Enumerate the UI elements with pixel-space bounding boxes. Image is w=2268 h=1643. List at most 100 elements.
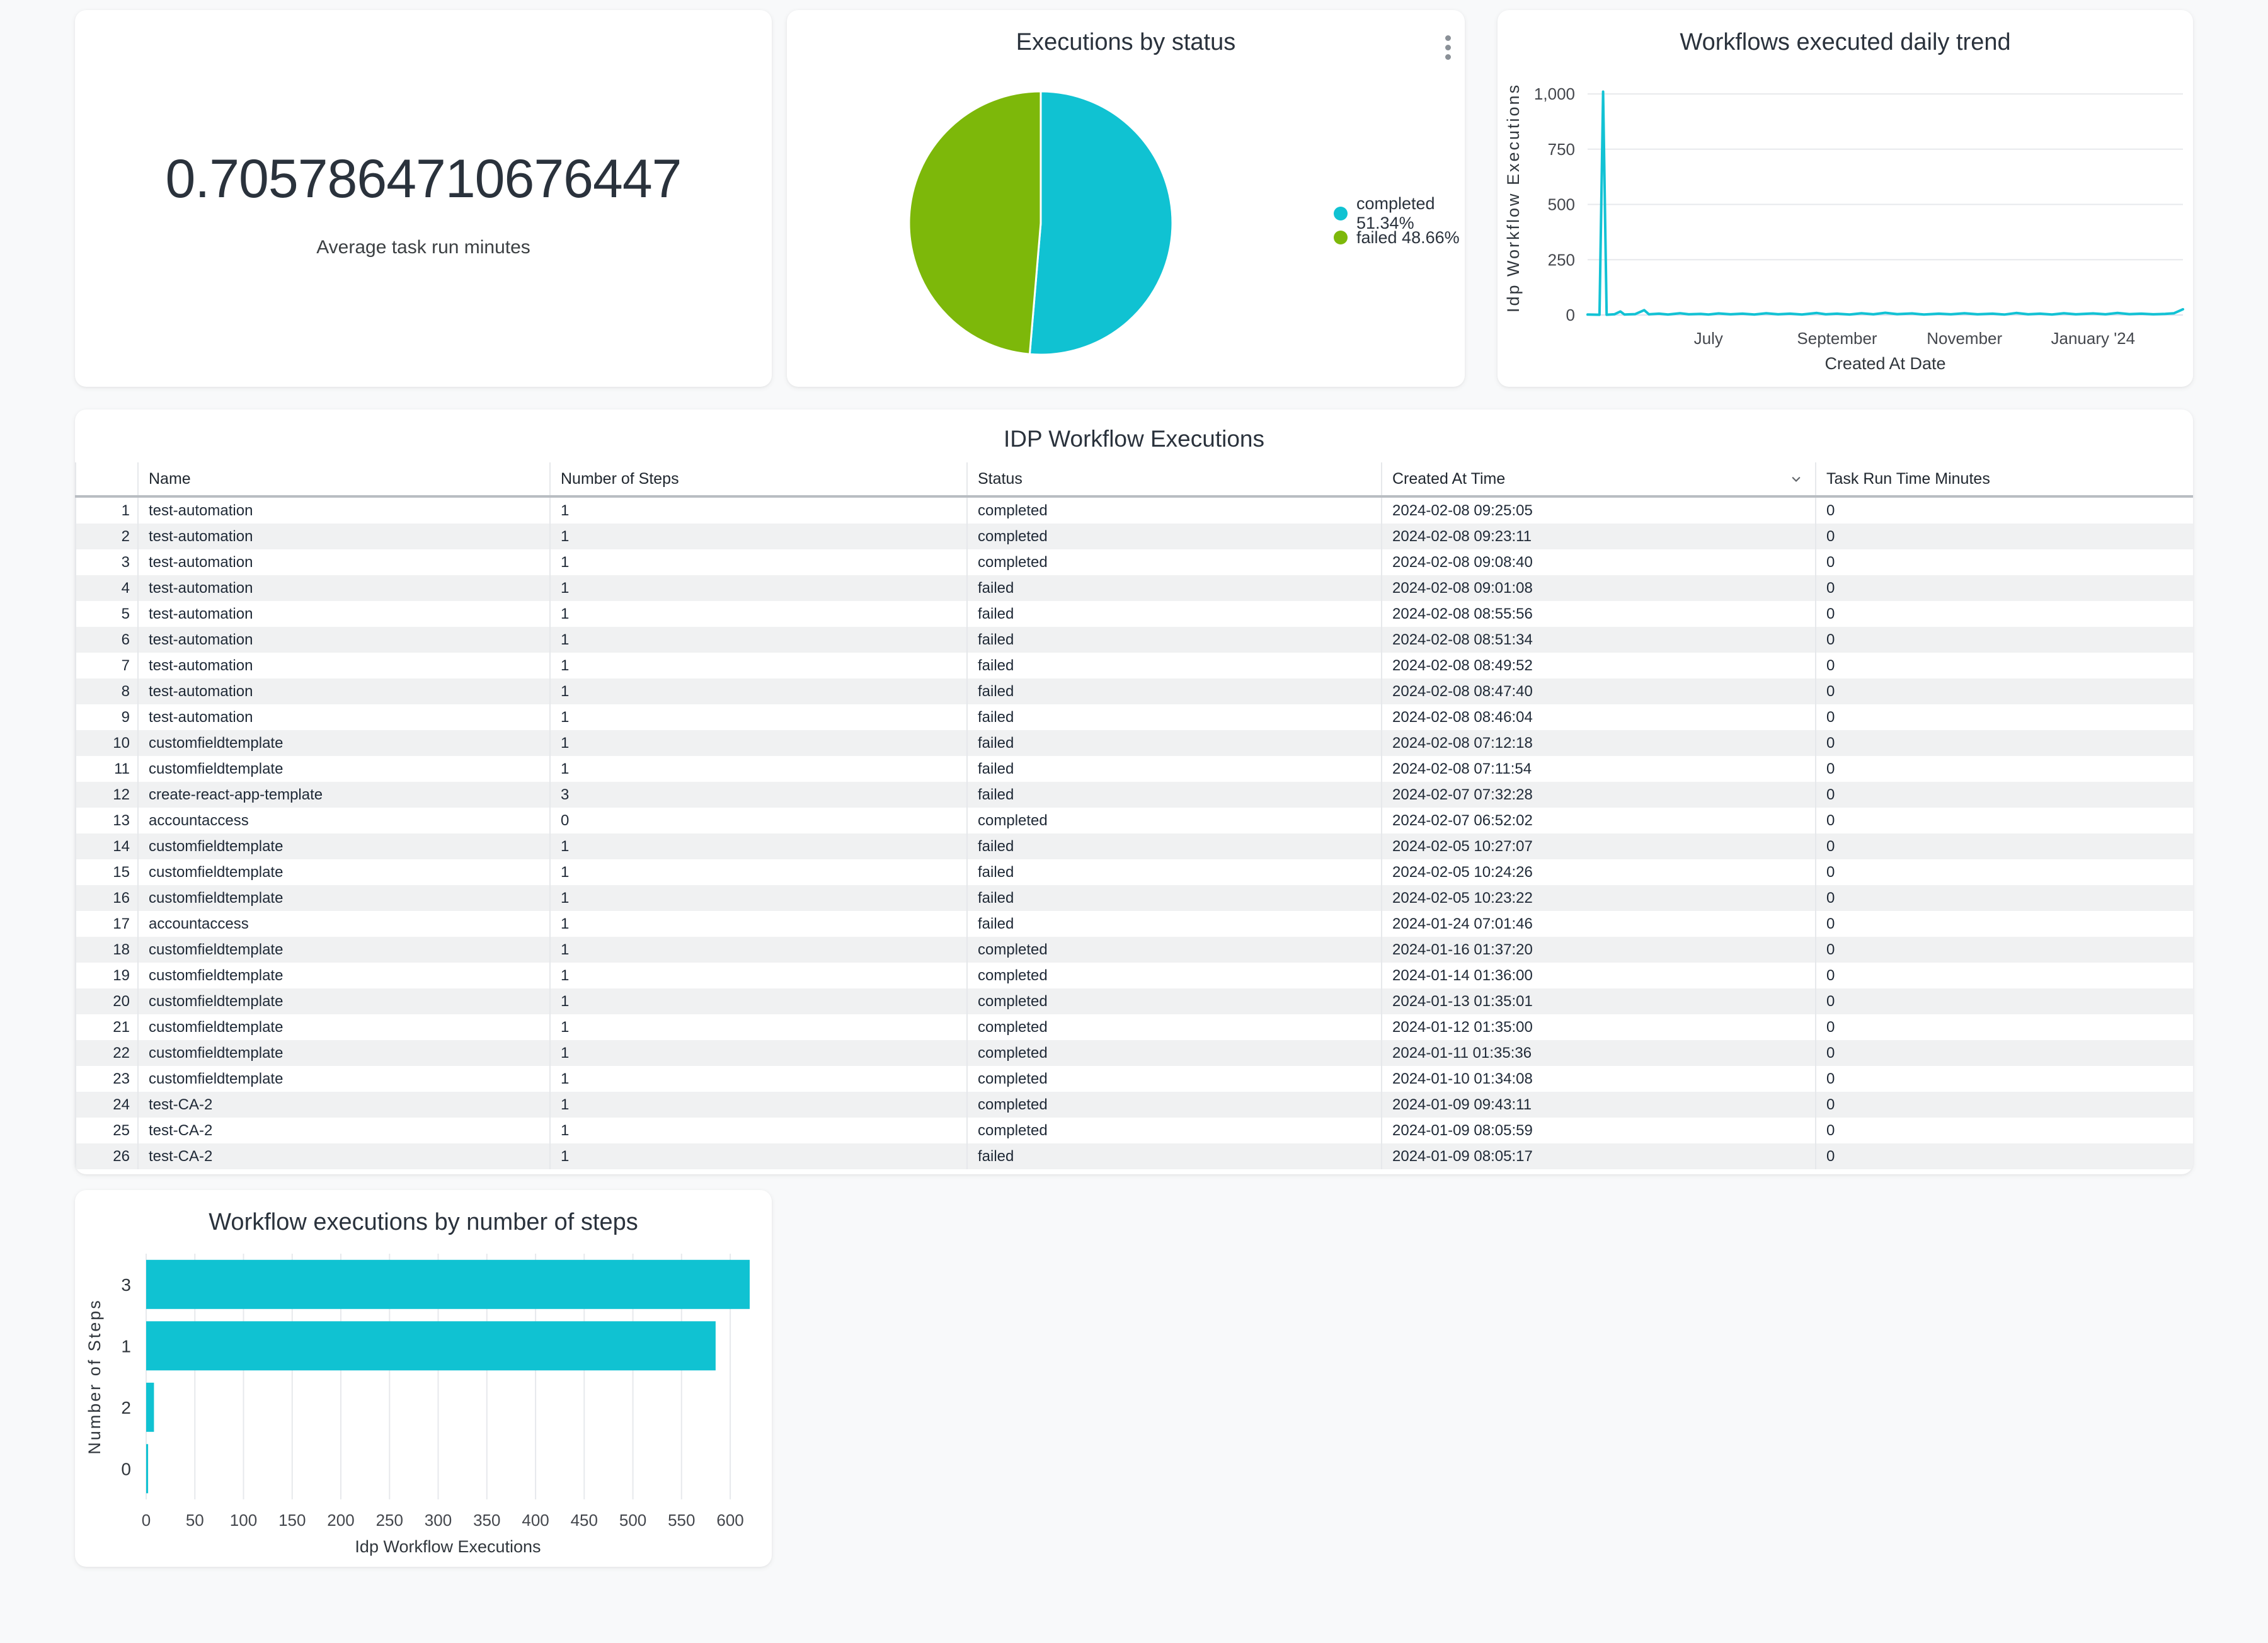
cell-task-run-time-minutes: 0	[1815, 756, 2193, 782]
cell-status: failed	[966, 756, 1382, 782]
cell-status: completed	[966, 963, 1382, 988]
cell-created-at-time: 2024-02-05 10:24:26	[1381, 859, 1816, 885]
cell-name: customfieldtemplate	[137, 833, 550, 859]
legend-swatch-failed-icon	[1334, 231, 1348, 244]
cell-name: customfieldtemplate	[137, 859, 550, 885]
column-header-created[interactable]: Created At Time	[1381, 462, 1816, 496]
cell-name: test-automation	[137, 496, 550, 524]
cell-number-of-steps: 1	[549, 524, 967, 549]
svg-text:November: November	[1927, 329, 2002, 348]
svg-text:250: 250	[1548, 250, 1575, 269]
table-row: 8 test-automation 1 failed 2024-02-08 08…	[76, 678, 2193, 704]
cell-name: test-automation	[137, 704, 550, 730]
cell-name: test-CA-2	[137, 1092, 550, 1118]
cell-name: test-automation	[137, 524, 550, 549]
metric-card: 0.7057864710676447 Average task run minu…	[75, 10, 772, 387]
svg-text:600: 600	[716, 1511, 743, 1530]
cell-number-of-steps: 1	[549, 1118, 967, 1143]
svg-text:1,000: 1,000	[1534, 84, 1575, 103]
svg-text:January '24: January '24	[2051, 329, 2135, 348]
svg-text:2: 2	[121, 1398, 131, 1417]
cell-created-at-time: 2024-01-16 01:37:20	[1381, 937, 1816, 963]
svg-text:200: 200	[327, 1511, 354, 1530]
cell-status: failed	[966, 704, 1382, 730]
executions-table: Name Number of Steps Status Created At T…	[75, 462, 2193, 1169]
cell-created-at-time: 2024-02-08 09:08:40	[1381, 549, 1816, 575]
cell-number-of-steps: 1	[549, 653, 967, 678]
svg-text:50: 50	[186, 1511, 204, 1530]
table-row: 3 test-automation 1 completed 2024-02-08…	[76, 549, 2193, 575]
cell-created-at-time: 2024-02-08 08:55:56	[1381, 601, 1816, 627]
svg-text:350: 350	[473, 1511, 500, 1530]
svg-text:1: 1	[121, 1336, 131, 1356]
cell-name: customfieldtemplate	[137, 988, 550, 1014]
cell-status: completed	[966, 549, 1382, 575]
executions-by-steps-bar-chart[interactable]: 0 50 100 150 200 250 300 350 400 450 500 550 600 3 1 2 0…	[75, 1190, 772, 1567]
cell-number-of-steps: 1	[549, 1092, 967, 1118]
row-index: 26	[113, 1147, 130, 1165]
cell-status: failed	[966, 833, 1382, 859]
column-header-status[interactable]: Status	[966, 462, 1382, 496]
cell-number-of-steps: 1	[549, 575, 967, 601]
table-row: 16 customfieldtemplate 1 failed 2024-02-…	[76, 885, 2193, 911]
legend-item-failed[interactable]: failed 48.66%	[1334, 226, 1465, 249]
kebab-menu-icon[interactable]	[1441, 31, 1455, 64]
cell-task-run-time-minutes: 0	[1815, 911, 2193, 937]
table-row: 21 customfieldtemplate 1 completed 2024-…	[76, 1014, 2193, 1040]
cell-number-of-steps: 1	[549, 963, 967, 988]
table-row: 2 test-automation 1 completed 2024-02-08…	[76, 524, 2193, 549]
cell-created-at-time: 2024-01-13 01:35:01	[1381, 988, 1816, 1014]
cell-created-at-time: 2024-02-07 07:32:28	[1381, 782, 1816, 808]
table-row: 23 customfieldtemplate 1 completed 2024-…	[76, 1066, 2193, 1092]
table-row: 18 customfieldtemplate 1 completed 2024-…	[76, 937, 2193, 963]
row-index: 20	[113, 992, 130, 1010]
cell-number-of-steps: 3	[549, 782, 967, 808]
cell-status: failed	[966, 1143, 1382, 1169]
bar-chart-title: Workflow executions by number of steps	[209, 1209, 638, 1235]
cell-created-at-time: 2024-01-10 01:34:08	[1381, 1066, 1816, 1092]
cell-status: completed	[966, 524, 1382, 549]
table-header-row: Name Number of Steps Status Created At T…	[76, 462, 2193, 496]
column-header-index	[76, 462, 138, 496]
cell-created-at-time: 2024-02-08 08:47:40	[1381, 678, 1816, 704]
row-index: 3	[121, 553, 130, 571]
column-header-steps[interactable]: Number of Steps	[549, 462, 967, 496]
column-header-name[interactable]: Name	[137, 462, 550, 496]
row-index: 10	[113, 734, 130, 752]
column-header-taskrun[interactable]: Task Run Time Minutes	[1815, 462, 2193, 496]
row-index: 21	[113, 1018, 130, 1036]
cell-task-run-time-minutes: 0	[1815, 937, 2193, 963]
cell-name: test-automation	[137, 549, 550, 575]
cell-task-run-time-minutes: 0	[1815, 1118, 2193, 1143]
svg-text:450: 450	[571, 1511, 598, 1530]
cell-task-run-time-minutes: 0	[1815, 549, 2193, 575]
cell-number-of-steps: 1	[549, 601, 967, 627]
sort-chevron-down-icon[interactable]	[1787, 470, 1805, 488]
cell-status: failed	[966, 601, 1382, 627]
legend-item-completed[interactable]: completed 51.34%	[1334, 194, 1465, 232]
cell-task-run-time-minutes: 0	[1815, 524, 2193, 549]
cell-task-run-time-minutes: 0	[1815, 653, 2193, 678]
row-index: 24	[113, 1096, 130, 1113]
legend-label-failed: failed 48.66%	[1356, 227, 1460, 247]
row-index: 2	[121, 527, 130, 545]
cell-status: completed	[966, 1040, 1382, 1066]
table-row: 25 test-CA-2 1 completed 2024-01-09 08:0…	[76, 1118, 2193, 1143]
workflows-daily-trend-chart[interactable]: 0 250 500 750 1,000 July September November Janu…	[1498, 10, 2193, 387]
cell-name: test-automation	[137, 653, 550, 678]
cell-created-at-time: 2024-02-08 08:51:34	[1381, 627, 1816, 653]
cell-status: failed	[966, 653, 1382, 678]
table-card: IDP Workflow Executions Name Number of S…	[75, 409, 2193, 1174]
cell-task-run-time-minutes: 0	[1815, 859, 2193, 885]
svg-text:0: 0	[121, 1459, 131, 1479]
cell-created-at-time: 2024-01-14 01:36:00	[1381, 963, 1816, 988]
cell-name: customfieldtemplate	[137, 730, 550, 756]
svg-text:150: 150	[278, 1511, 306, 1530]
cell-created-at-time: 2024-02-05 10:23:22	[1381, 885, 1816, 911]
svg-text:550: 550	[668, 1511, 695, 1530]
row-index: 5	[121, 605, 130, 622]
executions-table-body: 1 test-automation 1 completed 2024-02-08…	[76, 496, 2193, 1169]
cell-created-at-time: 2024-02-05 10:27:07	[1381, 833, 1816, 859]
executions-by-status-pie[interactable]	[787, 10, 1465, 387]
table-row: 20 customfieldtemplate 1 completed 2024-…	[76, 988, 2193, 1014]
